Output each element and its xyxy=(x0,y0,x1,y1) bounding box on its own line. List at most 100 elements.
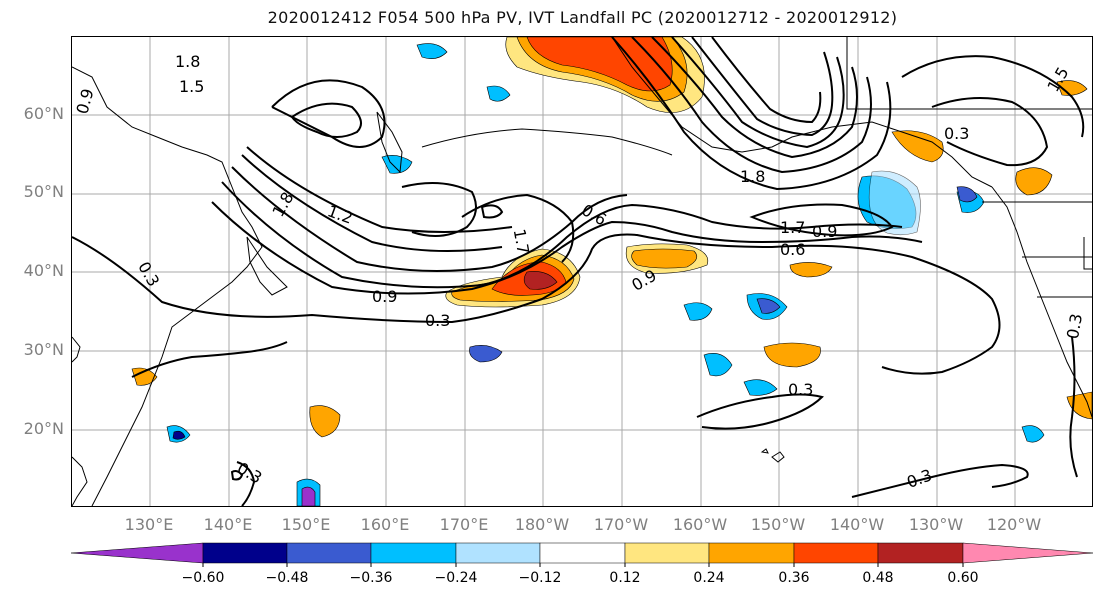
colorbar-segment xyxy=(286,542,372,564)
positive-anomaly-far-ne xyxy=(1056,80,1088,96)
lon-label-180w: 180°W xyxy=(514,515,570,534)
lon-label-130e: 130°E xyxy=(124,515,174,534)
north-america-coast xyxy=(991,186,1092,418)
positive-anomaly-150w xyxy=(763,342,821,368)
contour-0-9 xyxy=(221,181,903,289)
contour-west-0-3 xyxy=(131,341,288,378)
contour-small-loop xyxy=(480,204,504,219)
lon-label-150e: 150°E xyxy=(281,515,331,534)
colorbar-segment xyxy=(455,542,541,564)
contour-label: 0.3 xyxy=(944,124,969,143)
positive-anomaly-150e xyxy=(309,405,341,438)
colorbar-segment-over xyxy=(962,542,1094,564)
colorbar-segment-under xyxy=(70,542,204,564)
pv-contours xyxy=(72,37,1085,506)
colorbar-tick-label: −0.48 xyxy=(265,570,309,586)
contour-label: 0.6 xyxy=(780,240,805,259)
colorbar-segment xyxy=(202,542,288,564)
lat-label-50n: 50°N xyxy=(23,182,64,201)
contour-label: 0.9 xyxy=(372,287,397,306)
contour-label: 1.8 xyxy=(268,189,297,221)
colorbar-ticks xyxy=(202,563,964,567)
lon-label-170e: 170°E xyxy=(439,515,489,534)
lat-label-30n: 30°N xyxy=(23,340,64,359)
contour-sw-0-3 xyxy=(236,461,256,506)
contour-ridge-1 xyxy=(271,79,386,148)
contour-0-3-main xyxy=(72,233,1001,375)
negative-anomaly-150w-core xyxy=(756,298,781,314)
contour-trough-1 xyxy=(651,37,858,159)
colorbar-tick-label: −0.60 xyxy=(181,570,225,586)
lon-label-160w: 160°W xyxy=(672,515,728,534)
contour-trough-4 xyxy=(711,37,822,124)
positive-anomaly-bc-coast xyxy=(1015,167,1053,196)
lon-label-140w: 140°W xyxy=(829,515,885,534)
colorbar-tick-label: 0.36 xyxy=(778,570,810,586)
contour-dateline-loop xyxy=(461,193,575,263)
colorbar-segment xyxy=(877,542,964,564)
contour-0-6 xyxy=(211,201,923,295)
asia-coast xyxy=(72,66,263,506)
contour-gulf-0-3 xyxy=(931,97,1049,167)
contour-1-8 xyxy=(246,146,513,233)
negative-anomaly-150e-core xyxy=(301,486,316,506)
positive-anomaly-north-central-max xyxy=(526,37,673,92)
lat-label-20n: 20°N xyxy=(23,419,64,438)
coastlines xyxy=(72,37,1092,506)
colorbar-tick-label: 0.48 xyxy=(862,570,894,586)
positive-anomaly-dateline-peak xyxy=(523,271,558,290)
japan-islands xyxy=(246,236,288,296)
lon-label-160e: 160°E xyxy=(360,515,410,534)
contour-1-2 xyxy=(231,166,628,272)
hawaii-islands xyxy=(760,448,785,463)
negative-anomaly-ne-coast xyxy=(956,186,978,203)
graticule xyxy=(72,37,1092,506)
positive-anomaly-145w xyxy=(789,262,833,278)
lon-label-130w: 130°W xyxy=(908,515,964,534)
positive-anomaly-130e xyxy=(131,367,158,386)
colorbar-segment xyxy=(370,542,457,564)
contour-south-0-3 xyxy=(851,463,1029,498)
colorbar-segment xyxy=(793,542,879,564)
colorbar-tick-label: −0.12 xyxy=(518,570,562,586)
contour-trough-2 xyxy=(671,37,845,149)
contour-label: 0.3 xyxy=(788,380,813,399)
alaska-coast xyxy=(611,37,993,188)
kamchatka xyxy=(376,111,403,174)
lon-label-120w: 120°W xyxy=(986,515,1042,534)
contour-label: 1.8 xyxy=(175,52,200,71)
contour-ne-pacific-loop xyxy=(749,203,894,237)
contour-ridge-2 xyxy=(291,102,362,138)
negative-anomaly-160w xyxy=(683,302,713,321)
positive-anomaly-160w-core xyxy=(631,248,698,269)
philippines-islands xyxy=(72,336,88,506)
colorbar-tick-label: 0.60 xyxy=(947,570,979,586)
contour-label: 1.8 xyxy=(740,167,765,186)
positive-anomaly-gulf-alaska xyxy=(891,130,944,163)
map-canvas: 1.8 1.5 0.9 0.3 1.8 1.2 1.7 0.6 0.9 0.3 … xyxy=(72,37,1092,506)
lon-label-150w: 150°W xyxy=(750,515,806,534)
colorbar-segment xyxy=(624,542,710,564)
colorbar-segment xyxy=(539,542,626,564)
negative-anomaly-140e-core xyxy=(172,430,186,440)
colorbar-tick-label: 0.12 xyxy=(609,570,641,586)
contour-hawaii xyxy=(696,393,824,430)
contour-label: 1.7 xyxy=(780,218,805,237)
colorbar-tick-label: −0.36 xyxy=(349,570,393,586)
aleutians xyxy=(421,128,673,156)
contour-label: 0.9 xyxy=(812,222,837,241)
contour-label: 1.7 xyxy=(510,227,533,255)
contour-trough-3 xyxy=(691,37,834,137)
contour-far-east-0-3 xyxy=(1069,336,1078,478)
us-states xyxy=(1022,237,1092,298)
contour-label: 0.3 xyxy=(904,465,934,492)
negative-anomaly-bering xyxy=(486,85,511,102)
chart-title: 2020012412 F054 500 hPa PV, IVT Landfall… xyxy=(267,8,898,27)
negative-anomaly-dateline xyxy=(469,345,503,363)
contour-ne-loop xyxy=(901,55,1085,138)
lon-label-140e: 140°E xyxy=(203,515,253,534)
negative-anomaly-kamchatka xyxy=(416,43,448,59)
contour-label: 1.2 xyxy=(325,201,355,228)
lat-label-60n: 60°N xyxy=(23,104,64,123)
lat-label-40n: 40°N xyxy=(23,261,64,280)
